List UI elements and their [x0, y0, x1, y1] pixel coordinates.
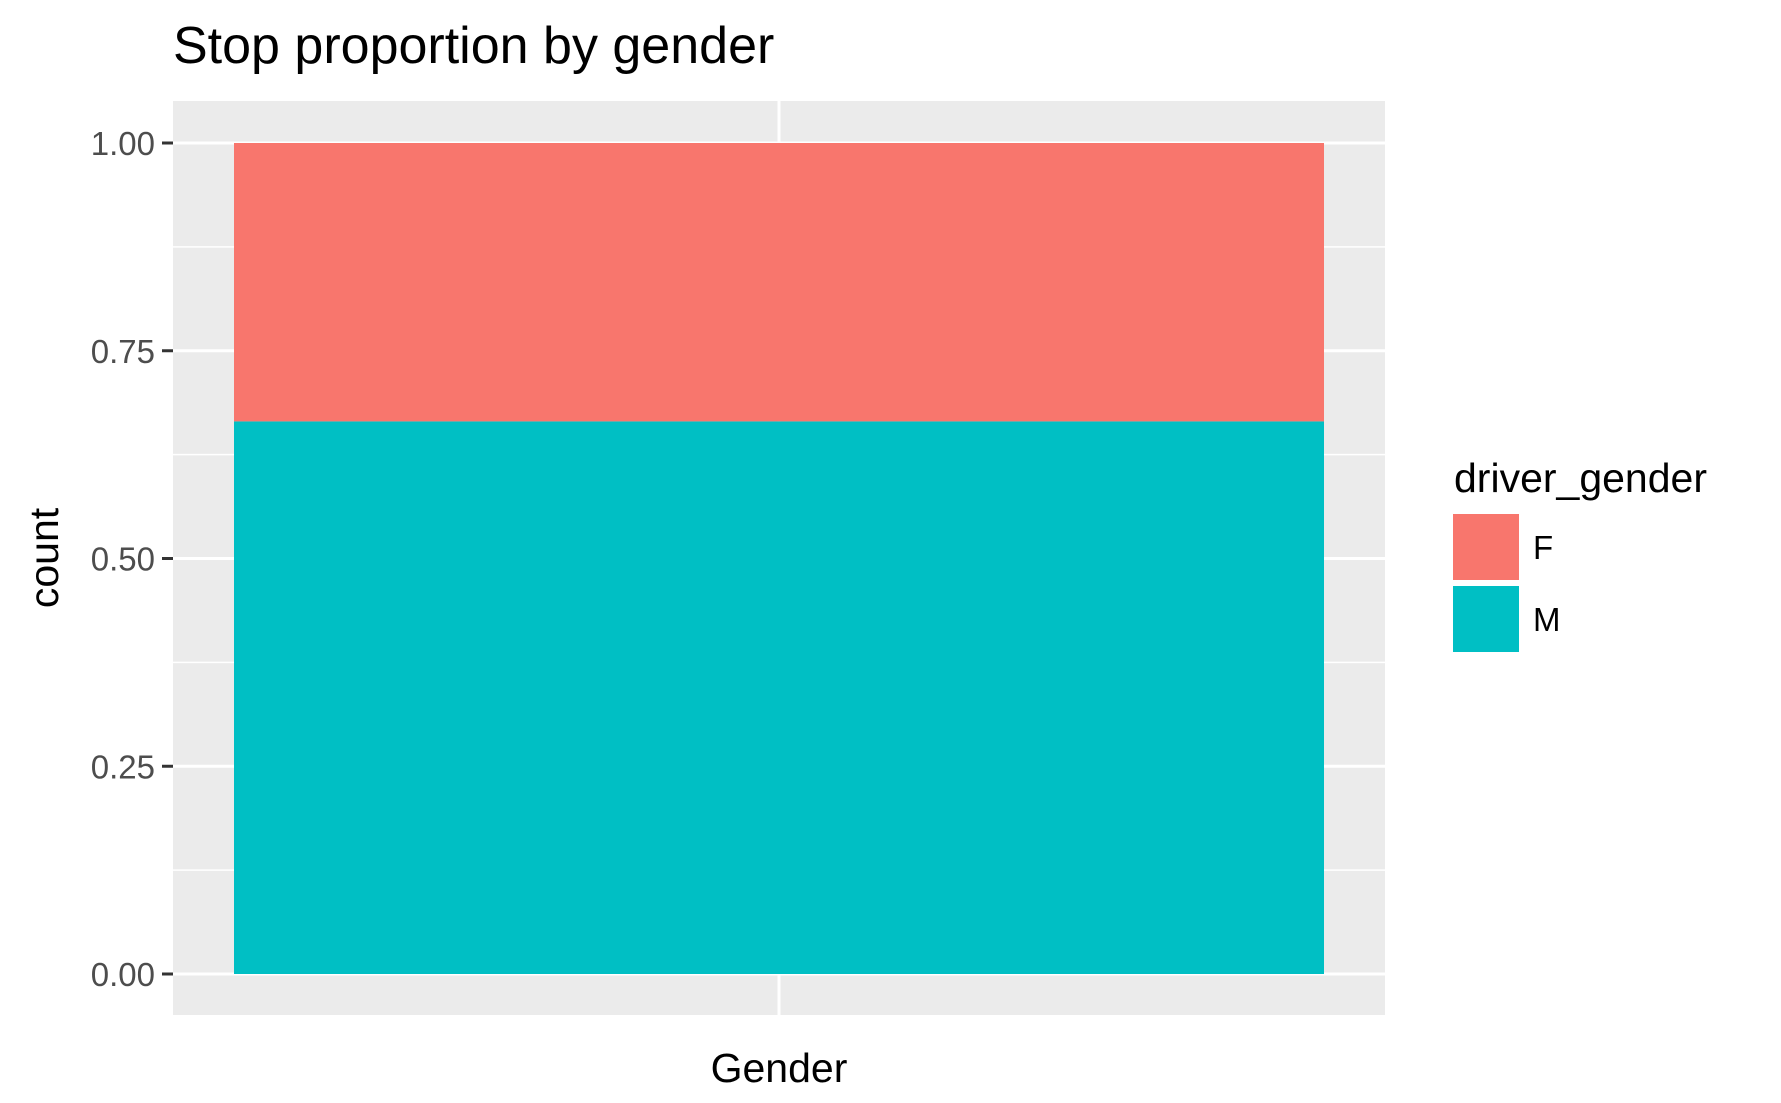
- legend: driver_gender FM: [1453, 455, 1707, 652]
- y-tick-label: 1.00: [91, 125, 155, 162]
- y-tick-label: 0.75: [91, 333, 155, 370]
- y-tick-label: 0.25: [91, 748, 155, 785]
- bars: [234, 143, 1324, 974]
- y-axis-title: count: [21, 507, 67, 608]
- legend-key-m: [1453, 586, 1519, 652]
- legend-label-m: M: [1533, 601, 1561, 638]
- y-tick-label: 0.50: [91, 541, 155, 578]
- x-axis-title: Gender: [711, 1045, 848, 1091]
- legend-key-f: [1453, 514, 1519, 580]
- y-tick-label: 0.00: [91, 956, 155, 993]
- chart-title: Stop proportion by gender: [173, 17, 774, 75]
- y-axis: 0.00 0.25 0.50 0.75 1.00: [91, 125, 173, 993]
- bar-segment-f: [234, 143, 1324, 422]
- legend-title: driver_gender: [1454, 455, 1707, 501]
- bar-segment-m: [234, 421, 1324, 974]
- legend-label-f: F: [1533, 529, 1553, 566]
